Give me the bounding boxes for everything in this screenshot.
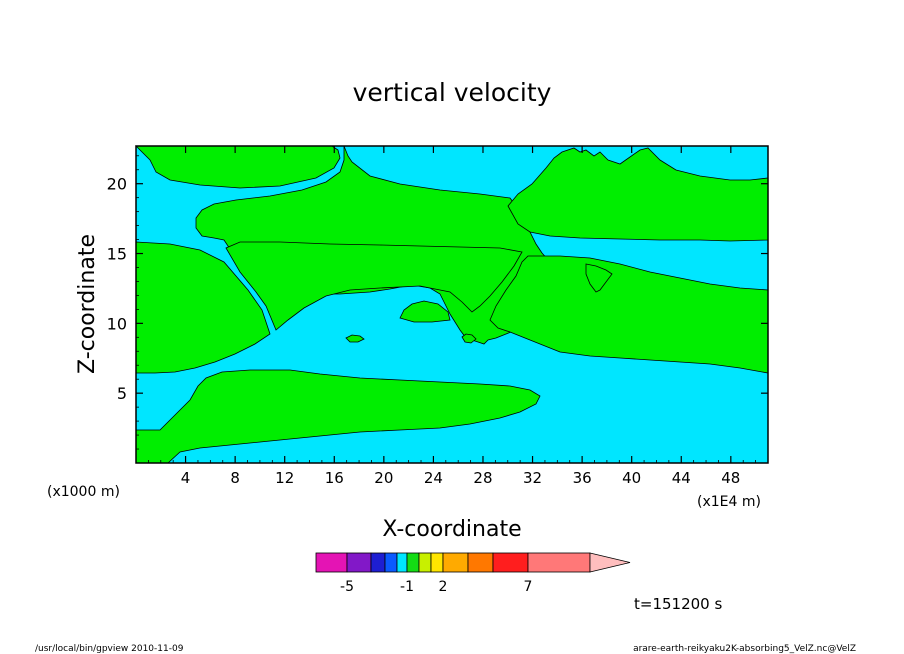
colorbar-swatch xyxy=(315,552,348,573)
region-small-blob xyxy=(399,300,451,323)
contour-plot xyxy=(135,145,769,464)
region-top-left xyxy=(135,145,341,189)
region-upper-right xyxy=(507,147,769,242)
colorbar-label: 2 xyxy=(439,579,448,595)
y-tick-label: 20 xyxy=(107,175,127,194)
x-tick-label: 16 xyxy=(325,469,344,487)
colorbar-swatch xyxy=(418,552,432,573)
region-bottom-left xyxy=(135,369,541,464)
colorbar-swatch xyxy=(346,552,372,573)
x-tick-label: 48 xyxy=(721,469,740,487)
region-center-triangle xyxy=(225,241,523,331)
y-axis-label: Z-coordinate xyxy=(75,234,100,374)
region-tiny-left xyxy=(345,334,365,343)
x-tick-label: 4 xyxy=(181,469,191,487)
x-tick-label: 24 xyxy=(424,469,443,487)
colorbar: -5 -1 2 7 xyxy=(315,552,631,595)
footer-left: /usr/local/bin/gpview 2010-11-09 xyxy=(35,644,184,654)
x-axis: 4 8 12 16 20 24 28 32 36 40 44 48 xyxy=(147,146,757,487)
x-tick-label: 28 xyxy=(473,469,492,487)
x-axis-label: X-coordinate xyxy=(382,517,521,542)
x-tick-label: 44 xyxy=(672,469,691,487)
colorbar-swatch xyxy=(527,552,591,573)
colorbar-swatch xyxy=(430,552,444,573)
x-unit-right: (x1E4 m) xyxy=(697,494,761,510)
colorbar-extension xyxy=(589,552,631,573)
plot-frame xyxy=(135,145,769,464)
y-axis: 5 10 15 20 xyxy=(107,155,768,450)
x-tick-label: 32 xyxy=(523,469,542,487)
y-tick-label: 10 xyxy=(107,314,127,333)
colorbar-swatch xyxy=(406,552,420,573)
region-right-band xyxy=(489,255,769,374)
chart-title: vertical velocity xyxy=(353,78,552,107)
region-mid-left xyxy=(135,241,271,374)
colorbar-swatch xyxy=(442,552,469,573)
x-tick-label: 20 xyxy=(374,469,393,487)
time-label: t=151200 s xyxy=(634,595,722,613)
x-unit-left: (x1000 m) xyxy=(47,484,120,500)
x-tick-label: 8 xyxy=(230,469,240,487)
colorbar-swatch xyxy=(467,552,494,573)
y-tick-label: 5 xyxy=(117,384,127,403)
region-small-triangle xyxy=(585,263,613,293)
x-tick-label: 36 xyxy=(573,469,592,487)
colorbar-label: 7 xyxy=(524,579,533,595)
region-tiny-right xyxy=(461,333,477,344)
colorbar-label: -1 xyxy=(400,579,414,595)
colorbar-label: -5 xyxy=(340,579,354,595)
colorbar-swatch xyxy=(396,552,408,573)
x-tick-label: 40 xyxy=(622,469,641,487)
x-tick-label: 12 xyxy=(275,469,294,487)
colorbar-swatch xyxy=(370,552,386,573)
colorbar-swatch xyxy=(384,552,398,573)
colorbar-swatch xyxy=(492,552,529,573)
footer-right: arare-earth-reikyaku2K-absorbing5_VelZ.n… xyxy=(633,644,856,654)
y-tick-label: 15 xyxy=(107,245,127,264)
